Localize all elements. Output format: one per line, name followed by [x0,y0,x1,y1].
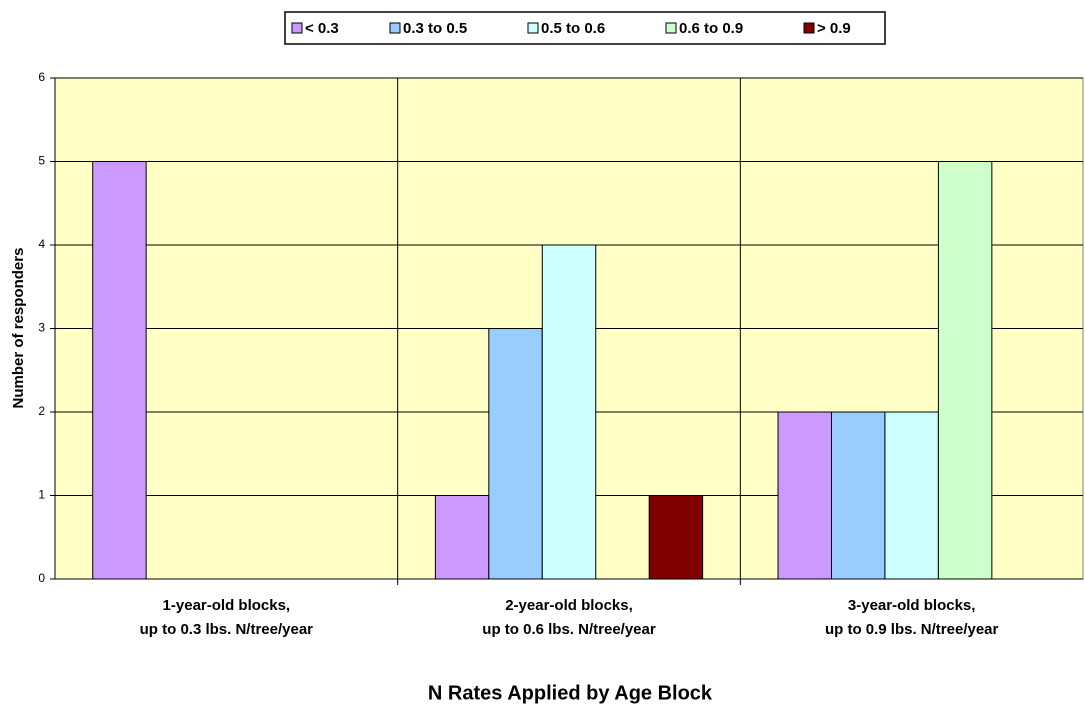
chart-title: N Rates Applied by Age Block [428,682,713,704]
bar [937,161,993,580]
legend-label: 0.3 to 0.5 [403,20,467,37]
bar [830,411,886,580]
legend-label: 0.5 to 0.6 [541,20,605,37]
y-tick-label: 2 [38,404,45,418]
y-tick-label: 4 [38,237,45,251]
legend-box [284,11,886,45]
bar [488,328,543,580]
bar [434,495,490,580]
y-tick-label: 1 [38,488,45,502]
legend-swatch [527,22,539,34]
y-tick-label: 0 [38,571,45,585]
legend-label: < 0.3 [305,20,339,37]
x-tick-label: up to 0.3 lbs. N/tree/year [140,621,314,638]
x-tick-label: 1-year-old blocks, [163,597,291,614]
bar [92,161,147,580]
legend-swatch [665,22,677,34]
legend-swatch [291,22,303,34]
x-tick-label: 2-year-old blocks, [505,597,633,614]
x-tick-label: up to 0.9 lbs. N/tree/year [825,621,999,638]
y-tick-label: 6 [38,70,45,84]
bar [541,244,597,580]
bar [777,411,832,580]
legend-label: 0.6 to 0.9 [679,20,743,37]
y-tick-label: 3 [38,321,45,335]
y-axis-label: Number of responders [10,248,27,409]
bar [884,411,939,580]
legend-swatch [389,22,401,34]
x-tick-label: up to 0.6 lbs. N/tree/year [482,621,656,638]
y-tick-label: 5 [38,154,45,168]
bar [648,495,704,580]
x-tick-label: 3-year-old blocks, [848,597,976,614]
legend-swatch [803,22,815,34]
legend-label: > 0.9 [817,20,851,37]
